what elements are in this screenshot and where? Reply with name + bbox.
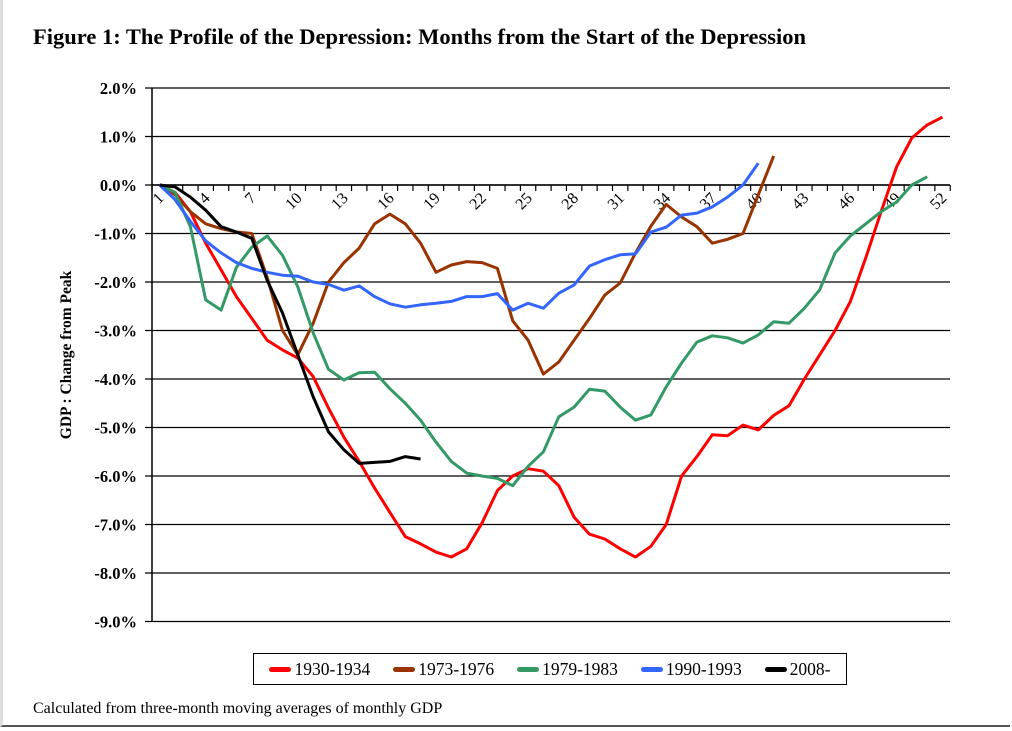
- legend: 1930-1934 1973-1976 1979-1983 1990-1993 2008…: [253, 653, 847, 685]
- x-tick-label: 52: [927, 190, 950, 213]
- gridlines: [145, 87, 950, 623]
- y-tick-label: -1.0%: [94, 225, 137, 244]
- legend-label: 2008-: [789, 658, 831, 679]
- x-tick-label: 22: [467, 190, 490, 213]
- legend-swatch: [764, 666, 787, 672]
- y-axis-label: GDP : Change from Peak: [58, 270, 75, 439]
- footnote: Calculated from three-month moving avera…: [33, 700, 443, 717]
- series-line-1973-1976: [158, 155, 776, 376]
- legend-item: 1930-1934: [269, 659, 370, 680]
- chart-title: Figure 1: The Profile of the Depression:…: [33, 24, 807, 49]
- series-line-1979-1983: [159, 175, 928, 488]
- series-line-2008-: [159, 183, 421, 465]
- x-tick-label: 10: [282, 190, 305, 213]
- x-tick-label: 16: [374, 190, 397, 213]
- x-tick-label: 7: [242, 190, 260, 208]
- y-tick-label: -8.0%: [94, 564, 137, 583]
- legend-label: 1973-1976: [418, 658, 495, 679]
- y-tick-label: -3.0%: [94, 322, 137, 341]
- series-line-1990-1993: [158, 162, 760, 312]
- y-tick-label: 1.0%: [100, 128, 137, 147]
- y-tick-label: -9.0%: [94, 613, 137, 632]
- x-tick-label: 19: [420, 190, 443, 213]
- x-tick-label: 46: [835, 190, 858, 213]
- legend-label: 1930-1934: [294, 658, 371, 679]
- y-tick-label: -4.0%: [94, 370, 137, 389]
- y-tick-label: 0.0%: [100, 176, 137, 195]
- x-tick-label: 28: [559, 190, 582, 213]
- x-tick-label: 31: [605, 190, 628, 213]
- y-tick-label: 2.0%: [100, 79, 137, 98]
- legend-label: 1990-1993: [665, 658, 742, 679]
- legend-item: 1973-1976: [393, 659, 494, 680]
- y-tick-label: -6.0%: [94, 467, 137, 486]
- legend-item: 1990-1993: [640, 658, 742, 680]
- legend-item: 2008-: [764, 658, 831, 680]
- series-line-1930-1934: [159, 115, 944, 559]
- legend-swatch: [517, 666, 540, 672]
- legend-swatch: [269, 666, 292, 672]
- x-tick-labels: 1 4 7 10 13 16 19 22 25 28 31 34 37 40 43 46 49 52: [150, 190, 951, 213]
- axes: [151, 88, 951, 622]
- legend-item: 1979-1983: [517, 659, 618, 680]
- x-tick-label: 25: [513, 190, 536, 213]
- y-tick-label: -5.0%: [94, 419, 137, 438]
- y-tick-labels: 2.0% 1.0% 0.0% -1.0% -2.0% -3.0% -4.0% -5.0% -6.…: [94, 79, 137, 632]
- legend-swatch: [393, 666, 416, 672]
- legend-swatch: [640, 666, 663, 672]
- legend-label: 1979-1983: [542, 658, 618, 679]
- x-tick-label: 43: [789, 190, 812, 213]
- series-lines: [158, 115, 944, 559]
- y-tick-label: -2.0%: [94, 273, 137, 292]
- x-tick-label: 13: [328, 190, 351, 213]
- y-tick-label: -7.0%: [94, 516, 137, 535]
